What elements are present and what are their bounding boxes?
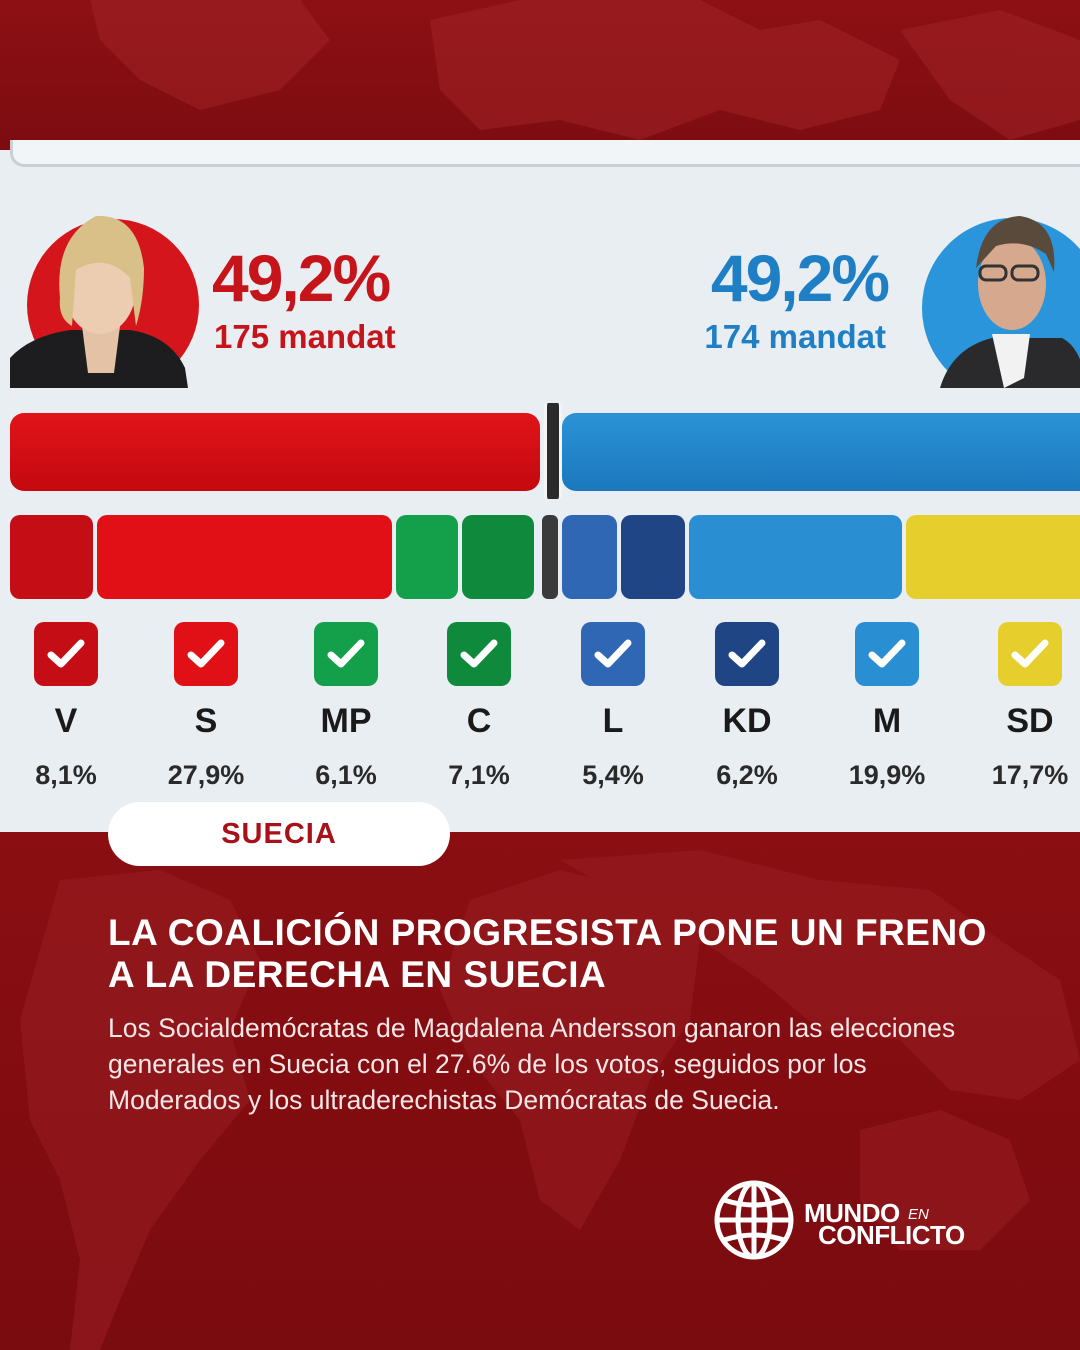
panel-frame <box>10 140 1080 167</box>
party-label-s: S <box>194 702 218 740</box>
party-bar-mp <box>396 515 458 599</box>
check-icon <box>314 622 378 686</box>
party-label-c: C <box>466 702 492 740</box>
check-icon <box>998 622 1062 686</box>
country-tag: SUECIA <box>108 802 450 866</box>
party-label-sd: SD <box>1006 702 1054 740</box>
party-percent-mp: 6,1% <box>315 760 377 790</box>
party-percent-v: 8,1% <box>35 760 97 790</box>
party-percent-s: 27,9% <box>167 760 245 790</box>
party-label-l: L <box>602 702 624 740</box>
party-bar-c <box>461 515 534 599</box>
check-icon <box>715 622 779 686</box>
right-leader-portrait <box>912 208 1080 388</box>
left-leader-portrait <box>10 208 200 388</box>
majority-marker <box>544 403 562 499</box>
check-icon <box>174 622 238 686</box>
party-percent-m: 19,9% <box>848 760 926 790</box>
party-bar-v <box>10 515 93 599</box>
party-percent-l: 5,4% <box>582 760 644 790</box>
check-icon <box>855 622 919 686</box>
party-percent-c: 7,1% <box>448 760 510 790</box>
left-bloc-bar <box>10 413 540 491</box>
headline: LA COALICIÓN PROGRESISTA PONE UN FRENO A… <box>108 912 987 995</box>
party-bar-l <box>562 515 618 599</box>
check-icon <box>34 622 98 686</box>
summary-text: Los Socialdemócratas de Magdalena Anders… <box>108 1013 956 1115</box>
brand-logo: MUNDO EN CONFLICTO <box>712 1178 992 1264</box>
right-bloc-seats: 174 mandat <box>704 318 886 355</box>
party-label-v: V <box>54 702 78 740</box>
left-bloc-seats: 175 mandat <box>214 318 396 355</box>
left-bloc-percent: 49,2% <box>212 241 391 315</box>
party-bar-sd <box>906 515 1080 599</box>
top-banner <box>0 0 1080 150</box>
check-icon <box>447 622 511 686</box>
party-label-kd: KD <box>722 702 772 740</box>
logo-word-mundo: MUNDO <box>804 1198 900 1228</box>
logo-word-conflicto: CONFLICTO <box>818 1220 965 1250</box>
globe-icon <box>714 1180 794 1260</box>
party-percent-sd: 17,7% <box>991 760 1069 790</box>
party-percent-kd: 6,2% <box>716 760 778 790</box>
logo-word-en: EN <box>908 1206 929 1223</box>
party-bar-kd <box>621 515 685 599</box>
check-icon <box>581 622 645 686</box>
right-bloc-percent: 49,2% <box>710 241 890 315</box>
party-bar-s <box>96 515 393 599</box>
party-bar-m <box>688 515 903 599</box>
center-divider <box>542 515 558 599</box>
party-label-mp: MP <box>320 702 372 740</box>
right-bloc-bar <box>562 413 1080 491</box>
party-label-m: M <box>872 702 902 740</box>
